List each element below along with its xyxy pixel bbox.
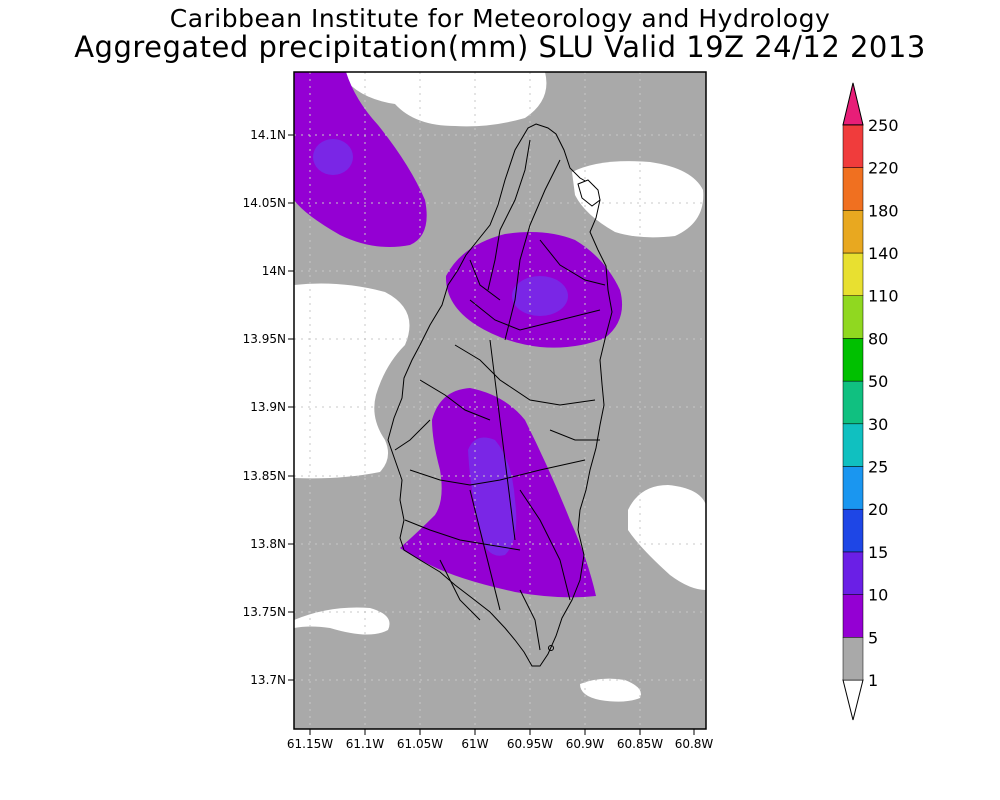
colorbar-label: 220	[868, 159, 899, 178]
colorbar-label: 10	[868, 586, 888, 605]
colorbar-swatch	[842, 167, 864, 211]
colorbar-label: 180	[868, 201, 899, 220]
colorbar-swatch	[842, 338, 864, 382]
colorbar-swatch	[842, 466, 864, 510]
gridlines	[294, 72, 706, 729]
colorbar-label: 80	[868, 329, 888, 348]
colorbar-label: 110	[868, 287, 899, 306]
white-area-west	[294, 283, 410, 479]
lon-label: 61.15W	[287, 737, 333, 751]
lat-label: 13.95N	[243, 332, 286, 346]
indigo-core-north-central	[512, 276, 568, 316]
title-line-1: Caribbean Institute for Meteorology and …	[169, 4, 831, 33]
colorbar-swatch	[842, 295, 864, 339]
lon-label: 61.1W	[346, 737, 385, 751]
colorbar-swatch	[842, 252, 864, 296]
lat-label: 14N	[262, 264, 286, 278]
colorbar-label: 25	[868, 458, 888, 477]
indigo-core-south-central	[468, 437, 517, 556]
white-area-southwest	[294, 607, 390, 635]
colorbar-swatch	[842, 210, 864, 254]
white-area-south	[580, 678, 641, 702]
island-outline	[387, 123, 613, 667]
lon-label: 61W	[461, 737, 488, 751]
lon-axis: 61.15W 61.1W 61.05W 61W 60.95W 60.9W 60.…	[287, 729, 714, 751]
lat-axis: 14.1N 14.05N 14N 13.95N 13.9N 13.85N 13.…	[243, 128, 294, 687]
colorbar-swatch	[842, 637, 864, 681]
islet-northeast	[548, 179, 601, 651]
lat-label: 13.75N	[243, 605, 286, 619]
colorbar-top-arrow	[842, 82, 864, 126]
white-area-north	[340, 72, 547, 127]
lon-label: 61.05W	[397, 737, 443, 751]
colorbar-label: 50	[868, 372, 888, 391]
colorbar-swatch	[842, 508, 864, 553]
colorbar-label: 15	[868, 543, 888, 562]
lat-label: 13.8N	[250, 537, 286, 551]
lat-label: 13.85N	[243, 469, 286, 483]
colorbar-swatch	[842, 423, 864, 467]
colorbar-bottom-arrow	[842, 679, 864, 721]
title-line-2: Aggregated precipitation(mm) SLU Valid 1…	[74, 30, 926, 64]
colorbar-label: 5	[868, 628, 878, 647]
lon-label: 60.9W	[566, 737, 605, 751]
lat-label: 14.1N	[250, 128, 286, 142]
white-area-northeast	[572, 161, 704, 238]
indigo-core-northwest	[313, 139, 353, 175]
lon-label: 60.95W	[507, 737, 553, 751]
colorbar-swatch	[842, 594, 864, 638]
lon-label: 60.8W	[675, 737, 714, 751]
map-frame	[293, 71, 707, 730]
colorbar-label: 20	[868, 500, 888, 519]
lon-label: 60.85W	[617, 737, 663, 751]
colorbar-label: 30	[868, 415, 888, 434]
lat-label: 13.7N	[250, 673, 286, 687]
lat-label: 13.9N	[250, 400, 286, 414]
colorbar-label: 1	[868, 671, 878, 690]
colorbar-swatch	[842, 380, 864, 425]
colorbar-swatch	[842, 124, 864, 168]
colorbar-label: 250	[868, 116, 899, 135]
precip-field	[294, 72, 706, 729]
white-area-east	[628, 485, 706, 590]
colorbar-swatch	[842, 551, 864, 595]
colorbar-label: 140	[868, 244, 899, 263]
lat-label: 14.05N	[243, 196, 286, 210]
